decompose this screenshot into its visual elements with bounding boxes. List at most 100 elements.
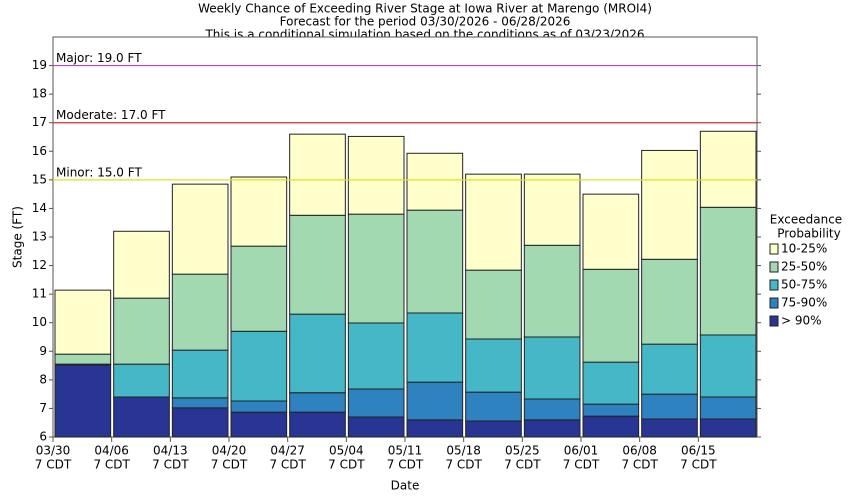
bar-segment	[54, 289, 112, 355]
bar-segment	[171, 273, 229, 351]
bar-segment	[347, 416, 405, 438]
legend-swatch	[769, 243, 779, 255]
x-tick-label: 03/30	[36, 444, 71, 458]
y-tick-label: 6	[39, 430, 47, 444]
x-tick-sublabel: 7 CDT	[328, 458, 365, 472]
legend-label: > 90%	[781, 314, 822, 328]
bar-segment	[582, 193, 640, 270]
y-tick-label: 17	[32, 115, 47, 129]
bar-segment	[406, 209, 464, 314]
bar-segment	[641, 343, 698, 395]
bar-segment	[699, 130, 757, 208]
bar-segment	[699, 418, 757, 438]
x-tick-label: 04/06	[94, 444, 129, 458]
bar-segment	[113, 297, 170, 365]
y-tick-label: 10	[32, 315, 47, 329]
legend-swatch	[769, 315, 779, 327]
x-tick-label: 05/04	[329, 444, 364, 458]
legend-title: Probability	[777, 227, 840, 241]
y-tick-label: 12	[32, 258, 47, 272]
x-tick-label: 05/11	[388, 444, 423, 458]
bar-segment	[54, 353, 112, 365]
x-tick-sublabel: 7 CDT	[152, 458, 189, 472]
threshold-label: Moderate: 17.0 FT	[56, 108, 166, 122]
x-tick-label: 04/27	[270, 444, 305, 458]
bar-segment	[406, 312, 464, 383]
bar-segment	[347, 213, 405, 324]
y-tick-label: 7	[39, 401, 47, 415]
threshold-label: Minor: 15.0 FT	[56, 165, 142, 179]
x-tick-label: 05/25	[505, 444, 540, 458]
bar-segment	[406, 381, 464, 421]
bar-segment	[113, 230, 170, 299]
y-tick-label: 16	[32, 144, 47, 158]
x-tick-sublabel: 7 CDT	[504, 458, 541, 472]
y-tick-label: 19	[32, 58, 47, 72]
x-tick-sublabel: 7 CDT	[563, 458, 600, 472]
bar-segment	[523, 336, 581, 400]
x-tick-label: 04/20	[212, 444, 247, 458]
x-tick-label: 06/15	[681, 444, 716, 458]
bar-segment	[289, 313, 346, 394]
bar-segment	[523, 244, 581, 338]
legend-swatch	[769, 261, 779, 273]
y-axis-label: Stage (FT)	[11, 206, 25, 268]
y-tick-label: 11	[32, 287, 47, 301]
legend-label: 50-75%	[781, 278, 827, 292]
x-tick-sublabel: 7 CDT	[269, 458, 306, 472]
bar-segment	[230, 400, 288, 413]
y-tick-label: 8	[39, 372, 47, 386]
bar-segment	[230, 245, 288, 332]
legend-title: Exceedance	[770, 213, 842, 227]
chart-subtitle: Forecast for the period 03/30/2026 - 06/…	[280, 15, 571, 29]
y-tick-label: 18	[32, 87, 47, 101]
bar-segment	[582, 361, 640, 405]
bar-segment	[641, 393, 698, 420]
bar-segment	[406, 152, 464, 211]
x-tick-sublabel: 7 CDT	[211, 458, 248, 472]
y-tick-label: 9	[39, 344, 47, 358]
legend-label: 75-90%	[781, 296, 827, 310]
bar-segment	[54, 364, 112, 438]
bar-segment	[230, 411, 288, 438]
x-tick-label: 06/08	[622, 444, 657, 458]
x-tick-label: 06/01	[564, 444, 599, 458]
bar-segment	[699, 334, 757, 398]
x-tick-label: 04/13	[153, 444, 188, 458]
bar-segment	[113, 396, 170, 438]
y-tick-label: 13	[32, 230, 47, 244]
legend-label: 25-50%	[781, 260, 827, 274]
x-axis-label: Date	[391, 479, 420, 493]
bar-segment	[699, 206, 757, 336]
bar-segment	[465, 173, 522, 271]
bar-segment	[230, 176, 288, 247]
x-tick-sublabel: 7 CDT	[387, 458, 424, 472]
bar-segment	[465, 338, 522, 393]
bar-segment	[582, 403, 640, 417]
bar-segment	[465, 269, 522, 340]
legend-swatch	[769, 279, 779, 291]
bar-segment	[641, 149, 698, 260]
bar-segment	[347, 322, 405, 390]
chart-title: Weekly Chance of Exceeding River Stage a…	[198, 2, 652, 16]
bar-segment	[113, 363, 170, 398]
x-tick-sublabel: 7 CDT	[621, 458, 658, 472]
legend-label: 10-25%	[781, 242, 827, 256]
bar-segment	[523, 419, 581, 438]
bar-segment	[465, 391, 522, 422]
x-tick-sublabel: 7 CDT	[35, 458, 72, 472]
bar-segment	[582, 268, 640, 363]
bar-segment	[171, 397, 229, 409]
y-tick-label: 15	[32, 172, 47, 186]
bar-segment	[347, 135, 405, 215]
bar-segment	[582, 415, 640, 438]
bar-segment	[230, 330, 288, 402]
legend-swatch	[769, 297, 779, 309]
bar-segment	[406, 419, 464, 438]
bar-segment	[171, 183, 229, 275]
y-tick-label: 14	[32, 201, 47, 215]
bar-segment	[523, 398, 581, 421]
x-tick-sublabel: 7 CDT	[445, 458, 482, 472]
